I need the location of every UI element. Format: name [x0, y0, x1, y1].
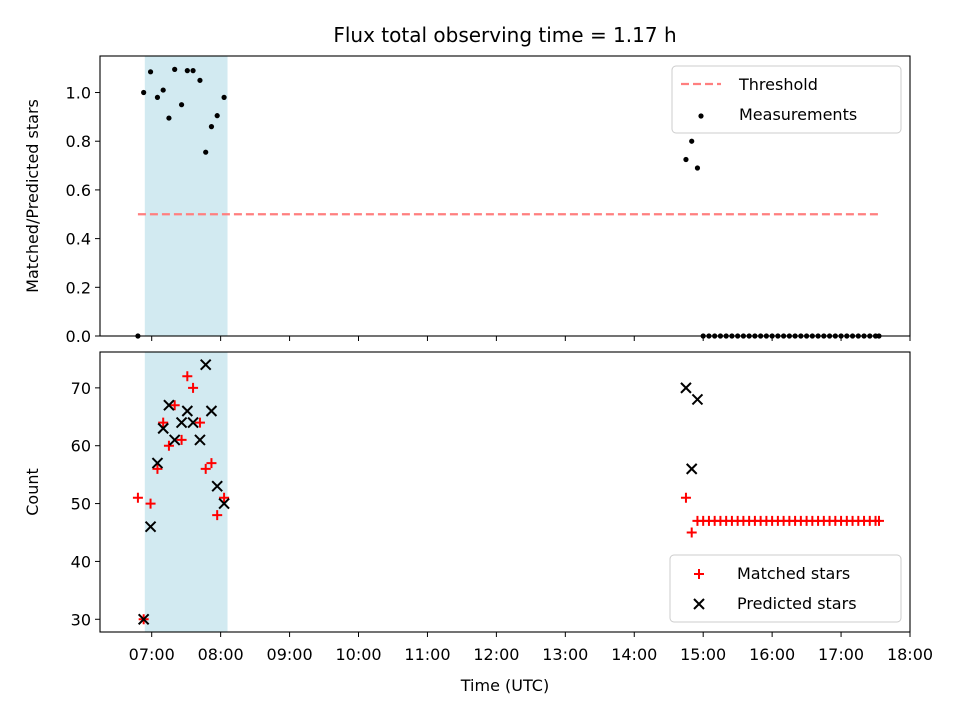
predicted-point	[218, 497, 230, 510]
panel-ratio: 0.0 0.2 0.4 0.6 0.8 1.0 Threshold Measurements	[66, 55, 911, 346]
shaded-span	[144, 352, 228, 632]
y-tick-label: 0.8	[66, 132, 91, 151]
matched-point	[206, 458, 217, 469]
x-tick-label: 10:00	[335, 645, 381, 664]
x-axis-label: Time (UTC)	[460, 676, 549, 695]
plot-layer: 0.0 0.2 0.4 0.6 0.8 1.0 Threshold Measurements 3…	[66, 55, 933, 664]
legend-threshold-label: Threshold	[738, 75, 818, 94]
legend-predicted-label: Predicted stars	[737, 594, 857, 613]
matched-point	[176, 434, 187, 445]
y-tick-label: 70	[71, 379, 91, 398]
bottom-y-axis-label: Count	[23, 468, 42, 516]
panel-count: 30 40 50 60 70 07:00 08:00 09:00 10:00 11:00 12:00…	[71, 351, 933, 664]
matched-point	[219, 492, 230, 503]
measurement-point	[184, 68, 190, 74]
x-tick-label: 13:00	[542, 645, 588, 664]
top-y-axis-label: Matched/Predicted stars	[23, 99, 42, 293]
axes-frame	[99, 351, 911, 633]
legend-measurements-swatch	[698, 113, 704, 119]
predicted-point	[163, 399, 175, 411]
shaded-span	[144, 56, 228, 336]
legend-matched-swatch	[694, 569, 704, 579]
y-tick-label: 1.0	[66, 84, 91, 103]
predicted-point	[144, 521, 157, 533]
matched-point	[132, 492, 143, 503]
y-tick-label: 0.2	[66, 278, 91, 297]
x-tick-label: 14:00	[611, 645, 657, 664]
matched-point	[152, 463, 163, 474]
measurement-point	[208, 124, 215, 130]
matched-point	[158, 417, 169, 428]
legend-box	[671, 65, 902, 134]
x-tick-label: 15:00	[680, 645, 726, 664]
legend-box	[669, 554, 902, 623]
legend: Matched stars Predicted stars	[669, 554, 902, 623]
x-tick-label: 12:00	[473, 645, 519, 664]
predicted-point	[205, 405, 218, 417]
measurement-point	[190, 68, 196, 74]
predicted-point	[175, 416, 188, 429]
measurement-point	[160, 87, 166, 93]
x-tick-label: 17:00	[818, 645, 864, 664]
predicted-point	[137, 613, 150, 625]
matched-point	[169, 400, 180, 411]
measurement-point	[683, 156, 689, 163]
x-tick-label: 07:00	[129, 645, 175, 664]
measurement-point	[689, 138, 695, 144]
predicted-point	[181, 405, 194, 417]
matched-point	[194, 417, 205, 428]
x-tick-label: 18:00	[887, 645, 933, 664]
predicted-point	[199, 359, 212, 371]
predicted-point	[680, 382, 692, 394]
legend: Threshold Measurements	[671, 65, 902, 134]
y-tick-label: 0.6	[66, 181, 91, 200]
y-tick-label: 0.4	[66, 230, 91, 249]
series-matched-stars	[132, 371, 884, 625]
predicted-point	[211, 480, 223, 492]
measurement-point	[203, 149, 209, 155]
measurement-point	[178, 102, 185, 108]
matched-point	[188, 382, 199, 393]
matched-point	[145, 498, 156, 509]
series-predicted-stars	[137, 359, 704, 625]
x-tick-label: 08:00	[198, 645, 244, 664]
axes-frame	[99, 55, 911, 337]
matched-point	[212, 510, 223, 521]
measurement-point	[214, 113, 220, 119]
y-tick-label: 30	[71, 610, 91, 629]
measurement-point	[197, 77, 203, 83]
chart-title: Flux total observing time = 1.17 h	[333, 23, 676, 47]
y-tick-label: 50	[71, 495, 91, 514]
predicted-point	[194, 434, 206, 446]
measurement-point	[172, 66, 178, 72]
measurement-point	[154, 94, 161, 100]
legend-measurements-label: Measurements	[739, 105, 857, 124]
measurement-point	[221, 94, 227, 100]
measurement-point	[166, 115, 172, 121]
x-tick-label: 11:00	[404, 645, 450, 664]
measurement-point	[141, 89, 147, 96]
predicted-point	[168, 434, 181, 446]
y-tick-label: 0.0	[66, 327, 91, 346]
predicted-point	[691, 393, 704, 406]
x-tick-label: 16:00	[749, 645, 795, 664]
predicted-point	[151, 457, 164, 469]
matched-point	[680, 492, 691, 503]
predicted-point	[685, 463, 698, 475]
matched-point	[182, 371, 193, 382]
measurement-point	[147, 69, 154, 75]
x-tick-label: 09:00	[267, 645, 313, 664]
predicted-point	[187, 416, 199, 429]
matched-point	[686, 527, 697, 538]
matched-point	[873, 515, 884, 526]
legend-predicted-swatch	[693, 598, 705, 610]
predicted-point	[157, 422, 169, 435]
y-tick-label: 60	[71, 437, 91, 456]
matched-point	[200, 463, 211, 474]
matched-point	[163, 440, 174, 451]
measurement-point	[694, 165, 701, 171]
y-tick-label: 40	[71, 552, 91, 571]
legend-matched-label: Matched stars	[737, 564, 850, 583]
